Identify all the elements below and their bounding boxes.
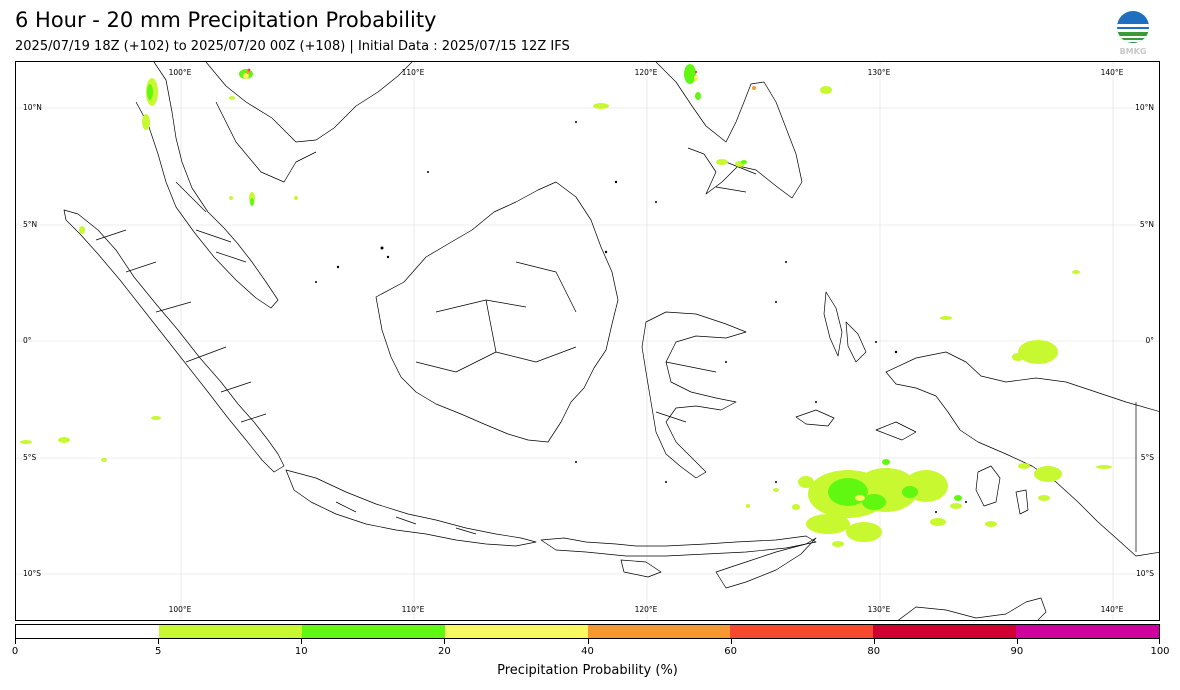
colorbar-tick-label: 5: [154, 646, 162, 657]
colorbar-tick: [15, 639, 16, 644]
lat-label-left-5n: 5°N: [23, 220, 37, 229]
colorbar-segment-40-60: [587, 625, 731, 638]
lon-label-top-140: 140°E: [1101, 68, 1124, 77]
java-coast: [285, 469, 537, 547]
philippines-coast: [655, 62, 803, 199]
map-panel: 100°E 110°E 120°E 130°E 140°E 100°E 110°…: [15, 61, 1160, 621]
lat-label-left-10s: 10°S: [23, 569, 41, 578]
coastlines: [63, 62, 1159, 620]
colorbar-tick: [158, 639, 159, 644]
colorbar-label: Precipitation Probability (%): [497, 663, 678, 678]
australia-coast: [898, 597, 1047, 620]
map-canvas: 100°E 110°E 120°E 130°E 140°E 100°E 110°…: [16, 62, 1159, 620]
lon-label-top-120: 120°E: [635, 68, 658, 77]
lesser-sunda-coast: [540, 535, 817, 557]
precip-60-80-patches: [247, 68, 698, 74]
lat-label-right-10n: 10°N: [1135, 103, 1154, 112]
lon-label-top-110: 110°E: [402, 68, 425, 77]
lat-label-left-5s: 5°S: [23, 453, 37, 462]
bmkg-logo: BMKG: [1112, 10, 1154, 56]
map-title: 6 Hour - 20 mm Precipitation Probability: [15, 8, 437, 32]
timor-coast: [715, 537, 817, 589]
logo-text: BMKG: [1120, 47, 1147, 56]
precip-5-10-patches: [20, 78, 1112, 547]
colorbar-segment-60-80: [730, 625, 874, 638]
colorbar-tick-label: 20: [438, 646, 451, 657]
lon-label-bottom-100: 100°E: [169, 605, 192, 614]
lon-label-bottom-110: 110°E: [402, 605, 425, 614]
colorbar-tick-label: 80: [867, 646, 881, 657]
maluku-coast: [795, 291, 917, 441]
colorbar-tick: [731, 639, 732, 644]
colorbar-tick: [588, 639, 589, 644]
colorbar: [15, 624, 1160, 639]
colorbar-tick: [1017, 639, 1018, 644]
colorbar-segment-90-100: [1016, 625, 1159, 638]
indochina-coast: [205, 62, 413, 143]
lat-label-right-5n: 5°N: [1140, 220, 1154, 229]
colorbar-tick: [301, 639, 302, 644]
lon-label-bottom-140: 140°E: [1101, 605, 1124, 614]
lat-label-left-0: 0°: [23, 336, 32, 345]
lon-label-top-100: 100°E: [169, 68, 192, 77]
precip-20-40-patches: [243, 73, 865, 501]
colorbar-tick-label: 10: [294, 646, 308, 657]
colorbar-tick-label: 40: [581, 646, 594, 657]
colorbar-ticks: 0 5 10 20 40 60 80 90 100: [11, 639, 1170, 659]
lon-label-bottom-120: 120°E: [635, 605, 658, 614]
colorbar-tick-label: 100: [1150, 646, 1170, 657]
map-subtitle: 2025/07/19 18Z (+102) to 2025/07/20 00Z …: [15, 39, 570, 54]
colorbar-tick: [1159, 639, 1160, 644]
lat-label-right-5s: 5°S: [1141, 453, 1155, 462]
colorbar-segment-10-20: [301, 625, 445, 638]
sulawesi-coast: [641, 311, 747, 479]
colorbar-tick-label: 60: [724, 646, 737, 657]
colorbar-tick: [874, 639, 875, 644]
graticule: [16, 62, 1159, 620]
borneo-coast: [375, 181, 619, 443]
lat-label-right-0: 0°: [1145, 336, 1154, 345]
sumatra-coast: [63, 209, 285, 473]
lat-label-right-10s: 10°S: [1136, 569, 1154, 578]
malay-peninsula-coast: [135, 62, 279, 309]
colorbar-tick-label: 0: [11, 646, 19, 657]
small-islands: [315, 121, 1047, 513]
colorbar-segment-5-10: [158, 625, 302, 638]
colorbar-segment-80-90: [873, 625, 1017, 638]
new-guinea-coast: [885, 351, 1159, 557]
lon-label-bottom-130: 130°E: [868, 605, 891, 614]
lat-label-left-10n: 10°N: [23, 103, 42, 112]
colorbar-segment-20-40: [444, 625, 588, 638]
lon-label-top-130: 130°E: [868, 68, 891, 77]
colorbar-tick-label: 90: [1010, 646, 1024, 657]
colorbar-segment-0-5: [16, 625, 159, 638]
colorbar-tick: [444, 639, 445, 644]
